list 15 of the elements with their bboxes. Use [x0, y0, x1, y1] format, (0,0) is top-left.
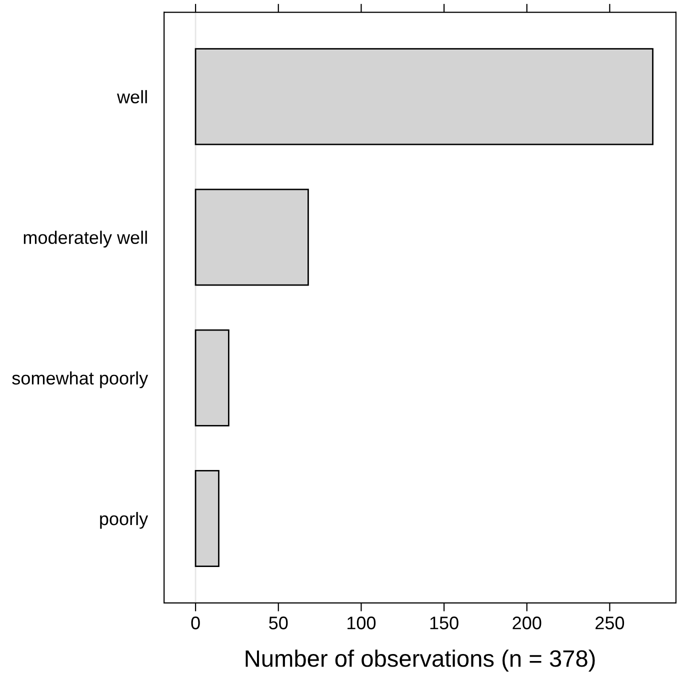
x-axis-title: Number of observations (n = 378): [246, 650, 595, 672]
y-tick-label: poorly: [100, 512, 148, 529]
x-tick-label: 200: [512, 616, 542, 630]
bar: [194, 188, 309, 286]
y-tick-label: moderately well: [24, 230, 147, 248]
x-tick-label: 100: [348, 616, 376, 630]
y-tick-label: well: [116, 90, 147, 104]
x-tick-label: 150: [430, 616, 458, 630]
bar: [194, 48, 654, 146]
x-tick-label: 50: [269, 616, 288, 630]
bar: [194, 329, 230, 426]
x-tick-label: 250: [596, 616, 624, 630]
bar: [194, 470, 220, 568]
x-tick-label: 0: [191, 616, 200, 630]
y-tick-label: somewhat poorly: [12, 371, 148, 388]
